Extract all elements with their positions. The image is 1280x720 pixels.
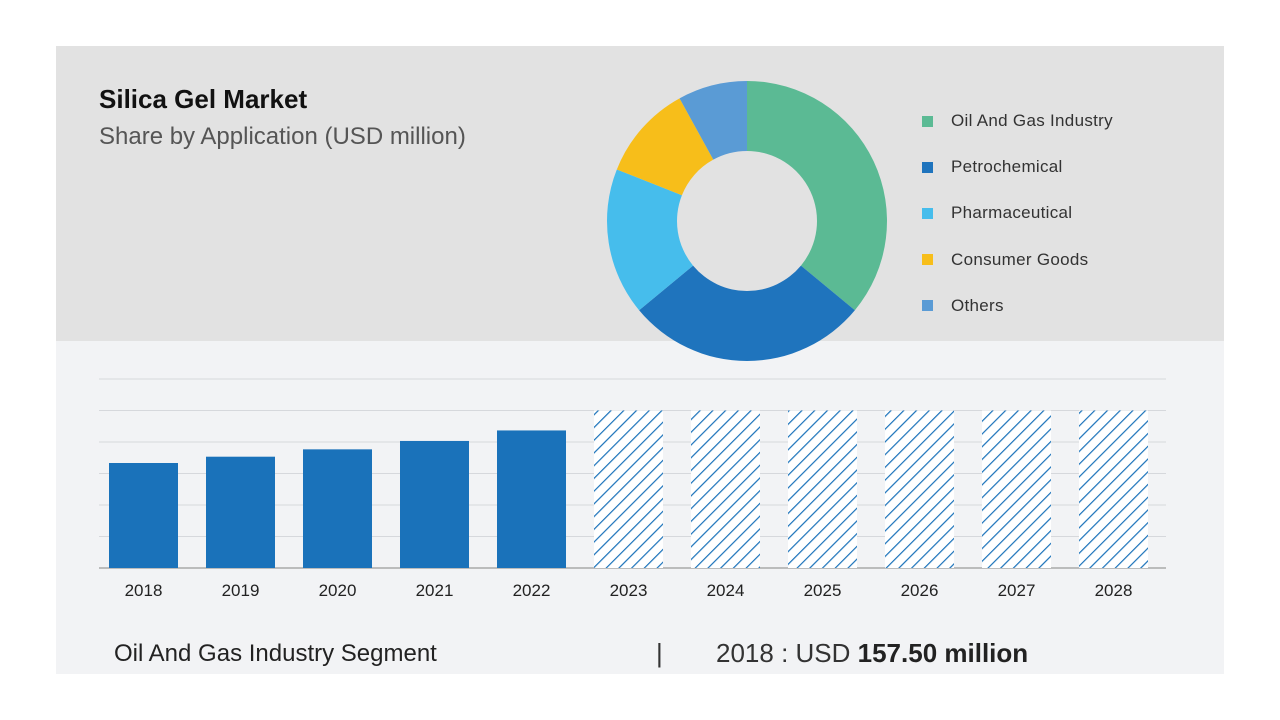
- donut-slice-others: [679, 81, 747, 160]
- x-tick-label: 2026: [901, 581, 939, 600]
- donut-chart: [607, 81, 887, 361]
- forecast-bar-2025: [788, 410, 857, 568]
- legend-label: Consumer Goods: [951, 249, 1089, 269]
- legend-swatch: [922, 300, 933, 312]
- legend-item-petrochemical: Petrochemical: [922, 144, 1113, 190]
- bar-2021: [400, 440, 469, 568]
- bar-chart: 2018 2019 2020 2021 2022 2023 2024 2025 2026 2027…: [99, 378, 1166, 600]
- legend-swatch: [922, 161, 933, 173]
- legend-item-oil-and-gas-industry: Oil And Gas Industry: [922, 98, 1113, 144]
- infographic-card: Silica Gel Market Share by Application (…: [56, 46, 1224, 674]
- donut-legend: Oil And Gas Industry Petrochemical Pharmac…: [922, 98, 1113, 329]
- x-tick-label: 2027: [998, 581, 1036, 600]
- x-tick-label: 2022: [513, 581, 551, 600]
- forecast-bar-2024: [691, 410, 760, 568]
- forecast-bar-2026: [885, 410, 954, 568]
- donut-slice-oil-and-gas-industry: [747, 81, 887, 311]
- legend-label: Petrochemical: [951, 157, 1063, 177]
- legend-label: Others: [951, 295, 1004, 315]
- segment-value-amount: 157.50 million: [857, 638, 1029, 668]
- x-tick-label: 2023: [610, 581, 648, 600]
- legend-label: Oil And Gas Industry: [951, 111, 1113, 131]
- forecast-bar-2028: [1079, 410, 1148, 568]
- donut-slice-consumer-goods: [616, 98, 714, 196]
- bar-2020: [303, 449, 372, 568]
- x-tick-label: 2018: [125, 581, 163, 600]
- x-tick-label: 2024: [707, 581, 745, 600]
- legend-swatch: [922, 254, 933, 266]
- x-tick-label: 2019: [222, 581, 260, 600]
- segment-label: Oil And Gas Industry Segment: [114, 640, 437, 667]
- bar-2022: [497, 430, 566, 568]
- legend-item-consumer-goods: Consumer Goods: [922, 237, 1113, 283]
- forecast-bar-2027: [982, 410, 1051, 568]
- donut-slice-petrochemical: [639, 265, 855, 361]
- top-panel: Silica Gel Market Share by Application (…: [56, 46, 1224, 361]
- chart-subtitle: Share by Application (USD million): [99, 123, 466, 150]
- legend-swatch: [922, 207, 933, 219]
- forecast-bar-2023: [594, 410, 663, 568]
- bar-2019: [206, 456, 275, 568]
- segment-value-prefix: 2018 : USD: [716, 638, 851, 668]
- x-tick-label: 2025: [804, 581, 842, 600]
- legend-item-others: Others: [922, 283, 1113, 329]
- donut-slice-pharmaceutical: [607, 169, 694, 311]
- legend-item-pharmaceutical: Pharmaceutical: [922, 190, 1113, 236]
- x-tick-label: 2028: [1095, 581, 1133, 600]
- footer-separator: |: [656, 638, 663, 668]
- x-tick-label: 2020: [319, 581, 357, 600]
- chart-title: Silica Gel Market: [99, 84, 308, 114]
- bar-2018: [109, 463, 178, 568]
- segment-value: 2018 : USD 157.50 million: [716, 638, 1028, 669]
- x-tick-label: 2021: [416, 581, 454, 600]
- legend-label: Pharmaceutical: [951, 203, 1073, 223]
- legend-swatch: [922, 115, 933, 127]
